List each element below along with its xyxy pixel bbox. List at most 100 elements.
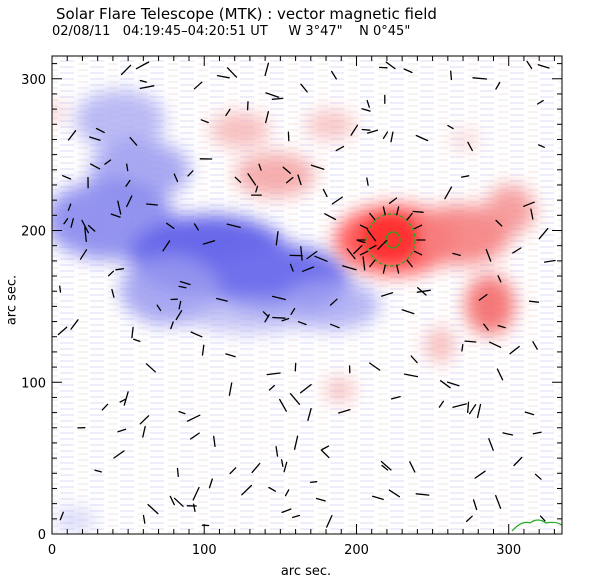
- field-vector: [264, 62, 270, 77]
- field-vector: [495, 81, 501, 90]
- field-vector: [369, 244, 377, 250]
- field-vector: [216, 297, 228, 302]
- y-tick-label: 200: [21, 225, 46, 240]
- field-vector: [396, 206, 400, 216]
- field-vector: [281, 317, 290, 322]
- field-vector: [380, 460, 392, 471]
- axis-ticks: [51, 56, 562, 535]
- field-vector: [409, 461, 416, 473]
- field-vector: [67, 203, 72, 211]
- field-vector: [396, 264, 400, 274]
- field-vector: [532, 431, 542, 435]
- field-vector: [413, 224, 423, 230]
- field-vector: [187, 170, 194, 177]
- field-vector: [526, 60, 533, 70]
- field-vector: [241, 484, 253, 496]
- field-vector: [502, 432, 514, 436]
- field-vector: [290, 307, 296, 315]
- field-vector: [413, 250, 423, 256]
- plot-frame: [51, 55, 563, 535]
- field-vector: [306, 250, 318, 260]
- field-vector: [173, 173, 179, 183]
- x-tick-label: 300: [496, 543, 521, 558]
- field-vector: [300, 83, 308, 93]
- field-vector: [59, 285, 62, 293]
- field-vector: [321, 445, 330, 451]
- field-vector: [369, 259, 376, 268]
- field-vector: [94, 469, 102, 473]
- field-vector: [330, 323, 340, 329]
- field-vector: [266, 372, 281, 376]
- field-vector: [474, 470, 486, 479]
- field-vector: [272, 316, 286, 319]
- field-vector: [472, 499, 478, 511]
- field-vector: [225, 353, 236, 358]
- field-vector: [495, 219, 503, 227]
- field-vector: [289, 393, 301, 405]
- field-vector: [281, 508, 292, 514]
- field-vector: [67, 130, 77, 141]
- field-vector: [450, 70, 453, 81]
- field-vector: [139, 85, 155, 90]
- field-vector: [226, 223, 241, 229]
- negative-polarity-region: [52, 90, 380, 532]
- field-vector: [497, 275, 502, 283]
- x-tick-label: 200: [344, 543, 369, 558]
- field-vector: [329, 298, 338, 306]
- field-vector: [338, 408, 351, 414]
- field-vector: [292, 514, 301, 519]
- field-vector: [225, 108, 231, 117]
- field-vector: [377, 239, 388, 250]
- field-vector: [156, 304, 162, 312]
- field-vector: [123, 391, 129, 406]
- field-vector: [310, 164, 325, 170]
- field-vector: [452, 252, 461, 257]
- field-vector: [452, 403, 467, 408]
- flare-contour-outer: [366, 213, 416, 267]
- field-vector: [483, 323, 489, 331]
- field-vector: [489, 341, 502, 348]
- field-vector: [382, 264, 386, 274]
- field-vector: [539, 515, 546, 522]
- field-vector: [119, 398, 127, 403]
- field-vector: [271, 97, 284, 100]
- field-vector: [178, 300, 182, 310]
- field-vector: [415, 493, 430, 496]
- field-vector: [342, 265, 357, 271]
- field-vector: [509, 345, 520, 355]
- field-vector: [300, 246, 303, 261]
- field-vector: [322, 188, 328, 198]
- field-vector: [382, 206, 386, 216]
- field-vector: [139, 415, 150, 425]
- field-vector: [200, 119, 209, 124]
- field-vector: [307, 407, 312, 421]
- field-vector: [131, 326, 134, 339]
- field-vector: [178, 285, 187, 289]
- field-map: [52, 56, 562, 534]
- field-vector: [467, 401, 470, 414]
- field-vector: [166, 222, 175, 229]
- field-vector: [192, 486, 200, 501]
- field-vector: [410, 355, 418, 364]
- y-axis-label: arc sec.: [4, 274, 20, 326]
- edge-contour: [511, 519, 562, 532]
- field-vector: [173, 497, 184, 507]
- obs-date: 02/08/11: [52, 24, 111, 39]
- field-vector: [186, 414, 201, 422]
- field-vector: [495, 494, 502, 509]
- field-vector: [353, 245, 363, 255]
- field-vector: [179, 280, 191, 286]
- field-vector: [297, 174, 302, 186]
- field-vector: [412, 210, 424, 213]
- field-vector: [145, 363, 156, 373]
- field-vector: [537, 144, 545, 148]
- field-vector: [512, 247, 522, 254]
- field-vector: [468, 404, 477, 415]
- field-vector: [115, 268, 125, 271]
- field-vector: [460, 175, 470, 178]
- field-vector: [472, 77, 488, 80]
- field-vector: [330, 70, 337, 80]
- field-vector: [213, 435, 216, 448]
- field-vector: [226, 67, 238, 78]
- field-vector: [84, 226, 87, 243]
